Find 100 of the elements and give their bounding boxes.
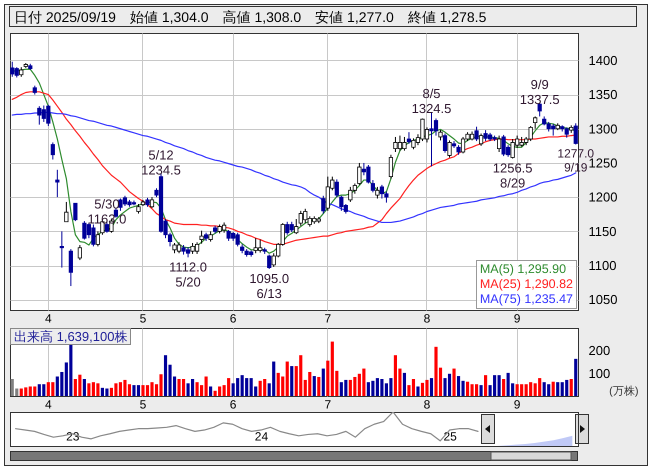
candlestick bbox=[393, 136, 398, 153]
bar bbox=[443, 378, 447, 396]
candlestick bbox=[406, 132, 412, 144]
bar bbox=[516, 384, 519, 396]
text: MA(5) 1,295.90 bbox=[480, 262, 568, 277]
y-tick-label: 1300 bbox=[588, 121, 618, 136]
bar bbox=[209, 386, 212, 396]
candlestick bbox=[172, 242, 177, 254]
candlestick bbox=[78, 244, 82, 261]
candlestick bbox=[60, 230, 64, 268]
candlestick bbox=[402, 136, 407, 152]
candlestick bbox=[19, 66, 24, 78]
candlestick bbox=[497, 135, 502, 153]
candlestick bbox=[68, 248, 73, 287]
x-tick-label: 8 bbox=[424, 398, 431, 412]
candlestick bbox=[122, 195, 128, 207]
bar bbox=[466, 382, 470, 396]
text: MA(25) 1,290.82 bbox=[480, 277, 573, 292]
candlestick bbox=[370, 180, 375, 193]
candlestick bbox=[460, 136, 466, 154]
x-tick-label: 5 bbox=[140, 398, 147, 412]
candlestick bbox=[199, 230, 204, 244]
bar bbox=[82, 379, 86, 396]
bar bbox=[136, 385, 140, 396]
bar bbox=[416, 386, 420, 396]
bar bbox=[182, 379, 186, 396]
annotation: 1112.0 5/20 bbox=[169, 259, 207, 290]
bar bbox=[452, 368, 456, 396]
bar bbox=[430, 378, 434, 396]
bar bbox=[164, 355, 168, 396]
x-tick-label: 9 bbox=[514, 312, 521, 326]
x-tick-label: 4 bbox=[44, 312, 52, 326]
y-tick-label: 1150 bbox=[588, 224, 616, 239]
candlestick bbox=[538, 102, 542, 117]
bar bbox=[502, 379, 506, 396]
bar bbox=[425, 380, 429, 396]
candlestick bbox=[380, 184, 384, 200]
candlestick bbox=[64, 201, 68, 222]
bar bbox=[150, 382, 154, 396]
bar bbox=[69, 344, 72, 396]
annotation: 1256.5 8/29 bbox=[492, 160, 533, 191]
candlestick bbox=[574, 122, 578, 145]
candlestick bbox=[442, 133, 448, 154]
candlestick bbox=[357, 162, 362, 186]
y-tick-label: 1050 bbox=[588, 292, 618, 308]
candlestick bbox=[73, 202, 78, 222]
x-tick-label: 9 bbox=[514, 398, 521, 412]
text: MA(75) 1,235.47 bbox=[480, 292, 573, 307]
candlestick bbox=[434, 118, 438, 136]
bar bbox=[190, 379, 194, 396]
bar bbox=[420, 382, 424, 396]
bar bbox=[123, 380, 127, 396]
y-tick-label: 1400 bbox=[588, 52, 618, 68]
candlestick bbox=[226, 229, 231, 242]
x-tick-label: 6 bbox=[230, 398, 237, 412]
bar bbox=[78, 374, 82, 396]
y-tick-label: 200 bbox=[588, 343, 610, 358]
bar bbox=[96, 383, 100, 396]
candlestick bbox=[398, 135, 402, 152]
bar bbox=[344, 380, 348, 396]
bar bbox=[574, 358, 578, 396]
candlestick bbox=[474, 126, 479, 142]
bar bbox=[322, 368, 325, 396]
candlestick bbox=[50, 142, 55, 160]
bar bbox=[362, 368, 366, 396]
x-tick-label: 4 bbox=[44, 398, 52, 412]
candlestick bbox=[478, 133, 484, 146]
candlestick bbox=[411, 138, 416, 150]
bar bbox=[456, 376, 460, 396]
candlestick bbox=[447, 140, 452, 158]
bar bbox=[159, 374, 163, 396]
bar bbox=[394, 355, 398, 396]
annotation: 5/12 1234.5 bbox=[141, 148, 181, 178]
chart-title: 出来高 1,639,100株 bbox=[10, 328, 132, 345]
bar bbox=[290, 366, 294, 396]
x-tick-label: 24 bbox=[254, 430, 268, 444]
x-tick-label: 8 bbox=[424, 312, 431, 326]
bar bbox=[186, 383, 190, 396]
bar bbox=[389, 378, 392, 396]
bar bbox=[470, 384, 474, 396]
annotation: 8/5 1324.5 bbox=[412, 86, 452, 116]
candlestick bbox=[150, 196, 154, 209]
x-tick-label: 7 bbox=[324, 398, 332, 412]
bar bbox=[110, 388, 114, 396]
annotation: 1095.0 6/13 bbox=[249, 270, 290, 301]
y-tick-label: 1350 bbox=[588, 87, 618, 102]
y-tick-label: 100 bbox=[588, 366, 610, 381]
candlestick bbox=[91, 224, 96, 247]
bar bbox=[196, 382, 199, 396]
bar bbox=[506, 372, 510, 396]
bar bbox=[474, 384, 478, 396]
candlestick bbox=[190, 242, 195, 254]
candlestick bbox=[186, 246, 190, 258]
x-tick-label: 5 bbox=[140, 312, 147, 326]
candlestick bbox=[510, 138, 515, 160]
bar bbox=[214, 390, 217, 396]
candlestick bbox=[438, 130, 443, 141]
x-tick-label: 6 bbox=[230, 312, 237, 326]
bar bbox=[570, 379, 573, 396]
y-tick-label: 1200 bbox=[588, 190, 618, 205]
